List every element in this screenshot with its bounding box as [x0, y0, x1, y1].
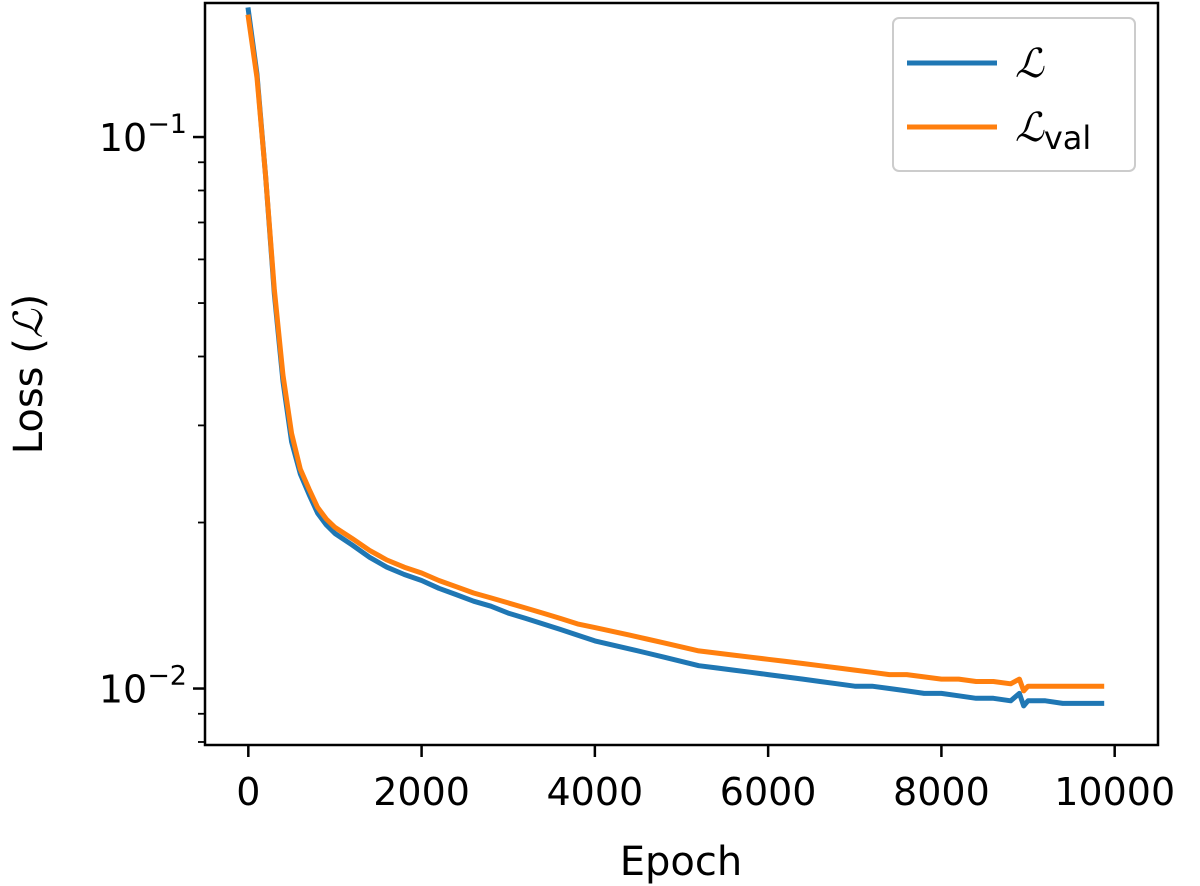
series-line-loss — [245, 7, 1105, 709]
y-axis: 10−1 10−2 — [99, 109, 205, 743]
x-axis-label: Epoch — [620, 839, 742, 885]
y-tick-label: 10−1 — [99, 109, 187, 160]
legend: ℒ ℒval — [892, 17, 1136, 172]
legend-label-val-loss: ℒval — [1015, 105, 1091, 157]
x-tick-label: 0 — [236, 770, 260, 814]
y-tick-label: 10−2 — [99, 661, 187, 712]
x-tick-label: 2000 — [373, 770, 470, 814]
legend-label-loss: ℒ — [1015, 41, 1045, 87]
series-layer — [245, 7, 1105, 709]
x-tick-label: 8000 — [893, 770, 990, 814]
legend-box — [892, 17, 1136, 172]
x-axis: 0 2000 4000 6000 8000 10000 — [236, 745, 1175, 814]
y-axis-label: Loss (ℒ) — [6, 294, 52, 454]
x-tick-label: 4000 — [547, 770, 644, 814]
plot-frame — [203, 1, 1160, 747]
x-tick-label: 10000 — [1054, 770, 1175, 814]
x-tick-label: 6000 — [720, 770, 817, 814]
series-line-val-loss — [245, 14, 1105, 694]
